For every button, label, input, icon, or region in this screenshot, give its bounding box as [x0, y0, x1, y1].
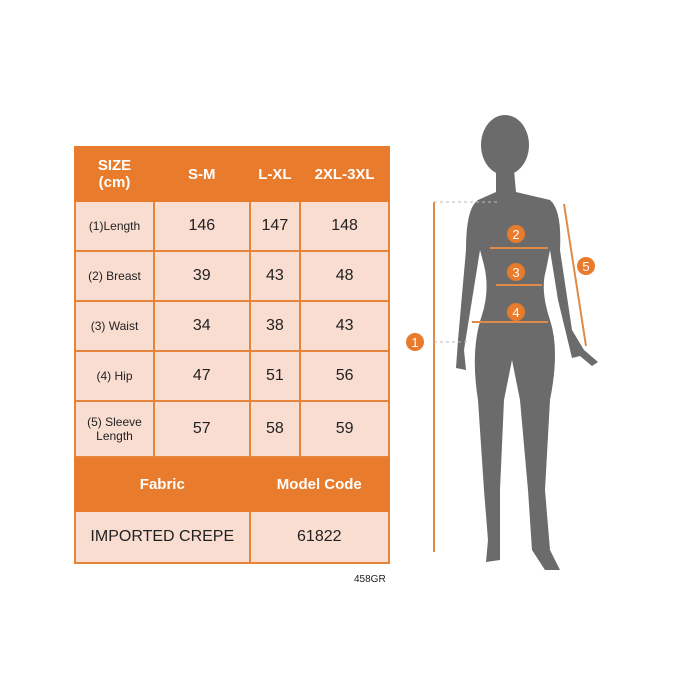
- model-code-value: 61822: [248, 510, 391, 564]
- marker-label: 3: [512, 265, 519, 280]
- cell: 148: [299, 200, 390, 252]
- table-row: (5) Sleeve Length 57 58 59: [74, 400, 390, 458]
- row-label: (3) Waist: [74, 300, 155, 352]
- fabric-row: IMPORTED CREPE 61822: [74, 510, 391, 564]
- row-label: (5) Sleeve Length: [74, 400, 155, 458]
- cell: 43: [299, 300, 390, 352]
- marker-5: [577, 257, 595, 275]
- cell: 51: [248, 350, 302, 402]
- table-row: (3) Waist 34 38 43: [74, 300, 390, 352]
- marker-label: 1: [411, 335, 418, 350]
- cell: 59: [299, 400, 390, 458]
- marker-label: 4: [512, 305, 519, 320]
- row-label: (4) Hip: [74, 350, 155, 402]
- cell: 43: [248, 250, 302, 302]
- size-unit-header: SIZE (cm): [74, 146, 155, 202]
- marker-4: [507, 303, 525, 321]
- cell: 38: [248, 300, 302, 352]
- cell: 34: [153, 300, 251, 352]
- fabric-value: IMPORTED CREPE: [74, 510, 251, 564]
- size-header: L-XL: [248, 146, 302, 202]
- row-label: (2) Breast: [74, 250, 155, 302]
- product-code: 458GR: [354, 574, 386, 585]
- cell: 47: [153, 350, 251, 402]
- cell: 48: [299, 250, 390, 302]
- cell: 39: [153, 250, 251, 302]
- size-table: SIZE (cm) S-M L-XL 2XL-3XL (1)Length 146…: [74, 146, 391, 564]
- marker-2: [507, 225, 525, 243]
- cell: 57: [153, 400, 251, 458]
- cell: 56: [299, 350, 390, 402]
- silhouette-icon: [456, 115, 598, 570]
- header-row: SIZE (cm) S-M L-XL 2XL-3XL: [74, 146, 390, 202]
- marker-1: [406, 333, 424, 351]
- model-code-header: Model Code: [248, 456, 391, 512]
- fabric-header-row: Fabric Model Code: [74, 456, 391, 512]
- table-row: (2) Breast 39 43 48: [74, 250, 390, 302]
- marker-label: 2: [512, 227, 519, 242]
- marker-3: [507, 263, 525, 281]
- cell: 147: [248, 200, 302, 252]
- fabric-header: Fabric: [74, 456, 251, 512]
- cell: 58: [248, 400, 302, 458]
- sleeve-arrow: [563, 203, 587, 347]
- table-row: (4) Hip 47 51 56: [74, 350, 390, 402]
- table-row: (1)Length 146 147 148: [74, 200, 390, 252]
- cell: 146: [153, 200, 251, 252]
- row-label: (1)Length: [74, 200, 155, 252]
- body-silhouette: 1 2 3 4 5: [406, 115, 598, 570]
- size-header: S-M: [153, 146, 251, 202]
- markers: [406, 225, 595, 351]
- size-header: 2XL-3XL: [299, 146, 390, 202]
- marker-label: 5: [582, 259, 589, 274]
